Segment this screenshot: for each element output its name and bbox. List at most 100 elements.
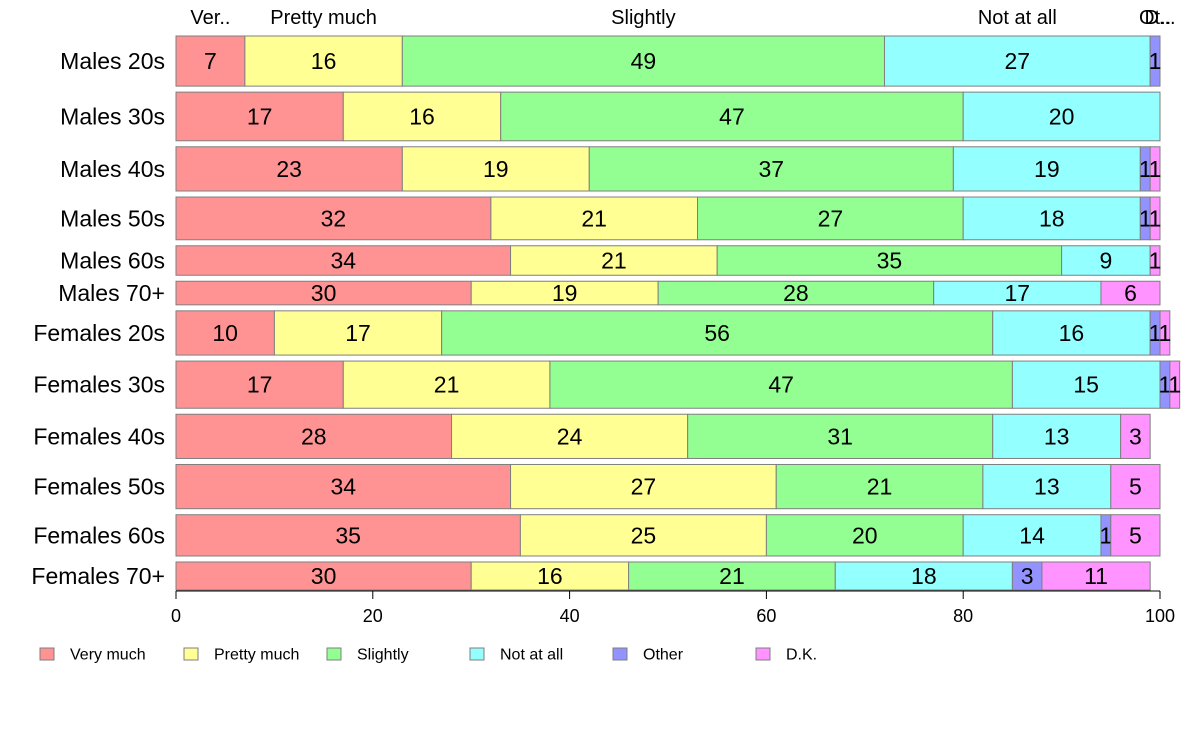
data-label: 1	[1159, 320, 1172, 346]
data-label: 47	[719, 103, 745, 129]
bar-segment-females-20s-not-at-all	[992, 310, 1151, 356]
bar-segment-males-60s-very-much	[175, 245, 512, 276]
data-label: 27	[631, 474, 657, 500]
legend-swatch	[183, 647, 199, 661]
data-label: 6	[1124, 280, 1137, 306]
top-label-very-much: Ver..	[190, 7, 230, 29]
legend-item-not-at-all: Not at all	[469, 647, 563, 664]
data-label: 13	[1034, 474, 1060, 500]
bar-row-males-20s: 7 16 49 27 1	[175, 35, 1161, 87]
data-label: 49	[631, 48, 657, 74]
data-label: 16	[409, 103, 435, 129]
data-label: 23	[276, 156, 302, 182]
bar-segment-males-70-d-k	[1100, 280, 1161, 306]
data-label: 1	[1099, 522, 1112, 548]
data-label: 19	[483, 156, 509, 182]
data-label: 16	[1059, 320, 1085, 346]
row-label: Females 30s	[33, 372, 165, 398]
data-label: 35	[877, 248, 903, 274]
bar-segment-males-30s-very-much	[175, 91, 344, 142]
x-tick-label: 100	[1145, 606, 1175, 626]
row-label: Males 50s	[60, 205, 165, 231]
data-label: 9	[1099, 248, 1112, 274]
data-label: 3	[1129, 423, 1142, 449]
data-label: 31	[827, 423, 853, 449]
top-label-pretty-much: Pretty much	[270, 7, 377, 29]
data-label: 13	[1044, 423, 1070, 449]
legend-swatch	[326, 647, 342, 661]
bar-segment-males-40s-very-much	[175, 146, 403, 192]
bar-segment-males-50s-very-much	[175, 196, 492, 241]
bar-segment-females-20s-d-k	[1159, 310, 1171, 356]
data-label: 21	[867, 474, 893, 500]
data-label: 25	[631, 522, 657, 548]
data-label: 47	[768, 372, 794, 398]
row-label: Females 20s	[33, 320, 165, 346]
data-label: 20	[852, 522, 878, 548]
row-label: Males 40s	[60, 156, 165, 182]
data-label: 35	[335, 522, 361, 548]
legend-label: D.K.	[786, 647, 817, 664]
row-label: Males 70+	[58, 280, 165, 306]
data-label: 1	[1139, 156, 1152, 182]
legend-item-d-k: D.K.	[755, 647, 817, 664]
data-label: 20	[1049, 103, 1075, 129]
data-label: 5	[1129, 474, 1142, 500]
x-axis: 0 20 40 60 80 100	[171, 590, 1175, 626]
data-label: 10	[212, 320, 238, 346]
bar-row-females-50s: 34 27 21 13 5	[175, 463, 1161, 510]
data-label: 19	[552, 280, 578, 306]
legend-item-pretty-much: Pretty much	[183, 647, 299, 664]
row-label: Females 40s	[33, 423, 165, 449]
data-label: 1	[1139, 205, 1152, 231]
bar-segment-males-40s-not-at-all	[952, 146, 1141, 192]
legend-swatch	[39, 647, 55, 661]
row-label: Females 50s	[33, 474, 165, 500]
legend-label: Other	[643, 647, 684, 664]
bar-segment-females-40s-d-k	[1120, 413, 1151, 459]
data-label: 15	[1073, 372, 1099, 398]
bar-segment-females-40s-very-much	[175, 413, 453, 459]
data-label: 19	[1034, 156, 1060, 182]
data-label: 34	[330, 248, 356, 274]
bar-segment-males-40s-d-k	[1149, 146, 1161, 192]
data-label: 1	[1168, 372, 1181, 398]
row-label: Females 60s	[33, 522, 165, 548]
bar-row-females-20s: 10 17 56 16 11	[175, 310, 1172, 356]
data-label: 28	[301, 423, 327, 449]
bar-segment-females-60s-very-much	[175, 514, 521, 557]
bar-segment-females-30s-not-at-all	[1011, 360, 1161, 409]
bar-segment-males-60s-d-k	[1149, 245, 1161, 276]
bar-row-males-40s: 23 19 37 19 11	[175, 146, 1162, 192]
data-label: 17	[247, 372, 273, 398]
top-label-other: Ot..	[1139, 7, 1171, 29]
data-label: 17	[247, 103, 273, 129]
x-tick-label: 0	[171, 606, 181, 626]
row-labels: Males 20s Males 30s Males 40s Males 50s Male…	[31, 48, 165, 589]
bar-segment-males-40s-slightly	[588, 146, 954, 192]
data-label: 18	[1039, 205, 1065, 231]
data-label: 17	[345, 320, 371, 346]
data-label: 30	[311, 280, 337, 306]
bar-segment-females-30s-pretty-much	[342, 360, 551, 409]
bar-segment-females-30s-d-k	[1169, 360, 1181, 409]
bar-row-males-50s: 32 21 27 18 11	[175, 196, 1161, 241]
data-label: 24	[557, 423, 583, 449]
data-label: 1	[1149, 156, 1162, 182]
x-tick-label: 20	[363, 606, 383, 626]
data-label: 30	[311, 563, 337, 589]
x-tick-label: 60	[756, 606, 776, 626]
row-label: Males 60s	[60, 248, 165, 274]
bar-row-males-30s: 17 16 47 20	[175, 91, 1161, 142]
x-tick-label: 40	[560, 606, 580, 626]
data-label: 16	[311, 48, 337, 74]
data-label: 5	[1129, 522, 1142, 548]
data-label: 1	[1149, 320, 1162, 346]
data-label: 21	[581, 205, 607, 231]
bar-segment-females-60s-pretty-much	[519, 514, 767, 557]
bar-segment-males-50s-d-k	[1149, 196, 1161, 241]
data-label: 3	[1021, 563, 1034, 589]
legend-label: Pretty much	[214, 647, 299, 664]
